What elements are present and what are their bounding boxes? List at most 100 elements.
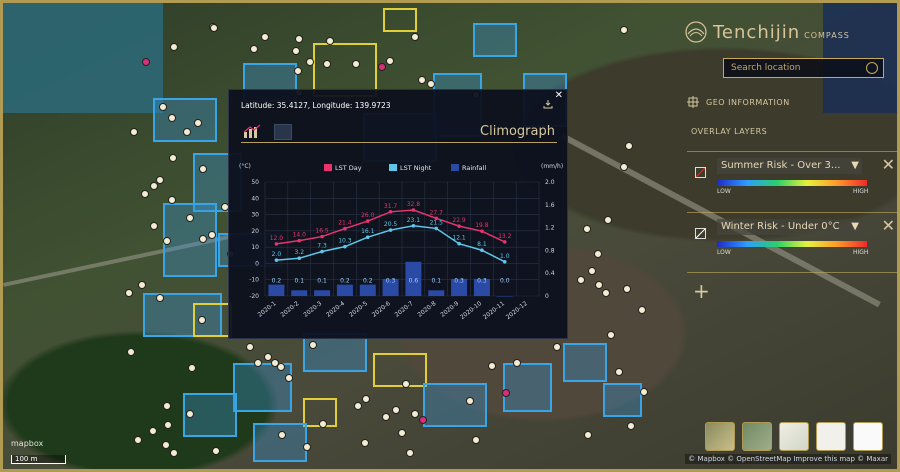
map-marker[interactable] <box>149 426 158 435</box>
map-attribution[interactable]: © Mapbox © OpenStreetMap Improve this ma… <box>685 454 891 464</box>
map-marker[interactable] <box>640 387 649 396</box>
map-marker[interactable] <box>308 341 317 350</box>
parcel-outline[interactable] <box>383 8 417 32</box>
map-marker[interactable] <box>294 34 303 43</box>
map-marker[interactable] <box>406 448 415 457</box>
remove-layer-close-icon[interactable]: ✕ <box>881 216 895 235</box>
map-marker[interactable] <box>193 119 202 128</box>
map-marker[interactable] <box>169 448 178 457</box>
map-marker[interactable] <box>601 289 610 298</box>
map-marker[interactable] <box>303 443 312 452</box>
map-marker[interactable] <box>466 396 475 405</box>
map-marker[interactable] <box>417 76 426 85</box>
map-marker[interactable] <box>427 79 436 88</box>
map-marker[interactable] <box>382 412 391 421</box>
map-marker[interactable] <box>156 175 165 184</box>
map-marker[interactable] <box>167 113 176 122</box>
map-marker[interactable] <box>410 410 419 419</box>
map-marker[interactable] <box>167 196 176 205</box>
download-icon[interactable] <box>543 99 553 109</box>
map-marker[interactable] <box>169 43 178 52</box>
map-marker[interactable] <box>576 275 585 284</box>
map-marker[interactable] <box>141 190 150 199</box>
map-marker[interactable] <box>278 431 287 439</box>
chart-icon[interactable] <box>243 124 261 138</box>
map-marker[interactable] <box>150 221 159 230</box>
map-marker[interactable] <box>124 289 133 298</box>
map-marker[interactable] <box>322 60 331 69</box>
map-marker[interactable] <box>209 24 218 33</box>
map-marker[interactable] <box>397 428 406 437</box>
map-marker[interactable] <box>199 164 208 173</box>
map-marker[interactable] <box>127 348 136 357</box>
locate-icon[interactable] <box>866 62 878 74</box>
map-marker[interactable] <box>391 406 400 414</box>
map-marker[interactable] <box>162 237 171 246</box>
map-marker[interactable] <box>614 368 623 377</box>
map-marker[interactable] <box>386 56 395 65</box>
map-marker[interactable] <box>129 128 138 137</box>
parcel-outline[interactable] <box>373 353 427 387</box>
map-marker[interactable] <box>620 26 629 34</box>
map-marker[interactable] <box>263 352 272 361</box>
map-marker[interactable] <box>361 438 370 447</box>
close-icon[interactable]: ✕ <box>554 90 563 101</box>
map-marker[interactable] <box>285 374 294 383</box>
layer-swatch[interactable] <box>695 228 706 239</box>
parcel-outline[interactable] <box>253 423 307 462</box>
map-marker[interactable] <box>488 361 497 370</box>
map-marker[interactable] <box>138 281 147 290</box>
parcel-outline[interactable] <box>423 383 487 427</box>
map-marker[interactable] <box>249 44 258 53</box>
map-style-satellite-button[interactable] <box>705 422 735 451</box>
map-marker[interactable] <box>624 141 633 150</box>
map-marker[interactable] <box>162 441 171 450</box>
map-marker[interactable] <box>188 364 197 373</box>
map-marker[interactable] <box>419 415 428 424</box>
map-marker[interactable] <box>513 359 522 368</box>
map-marker[interactable] <box>306 58 315 67</box>
table-thumbnail-icon[interactable] <box>274 124 292 140</box>
parcel-outline[interactable] <box>563 343 607 382</box>
map-marker[interactable] <box>142 58 151 67</box>
map-marker[interactable] <box>253 358 262 367</box>
map-marker[interactable] <box>183 127 192 136</box>
search-input[interactable]: Search location <box>723 58 884 78</box>
layer-item-summer[interactable]: Summer Risk - Over 3... ▼ ✕ LOW HIGH <box>687 151 897 207</box>
map-marker[interactable] <box>603 216 612 225</box>
map-marker[interactable] <box>134 435 143 444</box>
layer-item-winter[interactable]: Winter Risk - Under 0°C ▼ ✕ LOW HIGH <box>687 212 897 268</box>
map-marker[interactable] <box>260 33 269 42</box>
map-marker[interactable] <box>197 316 206 325</box>
map-marker[interactable] <box>411 33 420 42</box>
map-marker[interactable] <box>207 231 216 240</box>
map-marker[interactable] <box>582 225 591 234</box>
map-marker[interactable] <box>402 380 411 389</box>
map-style-terrain-button[interactable] <box>742 422 772 451</box>
layer-select[interactable]: Winter Risk - Under 0°C ▼ <box>717 219 862 235</box>
map-marker[interactable] <box>594 250 603 259</box>
map-marker[interactable] <box>164 421 173 430</box>
map-style-light-button[interactable] <box>816 422 846 451</box>
map-style-streets-button[interactable] <box>779 422 809 451</box>
map-marker[interactable] <box>626 421 635 430</box>
parcel-outline[interactable] <box>473 23 517 57</box>
map-marker[interactable] <box>378 63 387 72</box>
map-marker[interactable] <box>584 430 593 439</box>
map-marker[interactable] <box>587 267 596 276</box>
mapbox-logo[interactable]: mapbox <box>11 439 44 448</box>
geo-info-icon[interactable] <box>687 96 699 108</box>
remove-layer-close-icon[interactable]: ✕ <box>881 155 895 174</box>
map-marker[interactable] <box>353 402 362 411</box>
map-marker[interactable] <box>293 66 302 75</box>
map-marker[interactable] <box>155 294 164 303</box>
parcel-outline[interactable] <box>603 383 642 417</box>
geo-information-label[interactable]: GEO INFORMATION <box>706 98 790 107</box>
map-marker[interactable] <box>185 214 194 223</box>
map-style-blank-button[interactable] <box>853 422 883 451</box>
map-marker[interactable] <box>606 331 615 340</box>
map-marker[interactable] <box>325 36 334 45</box>
map-marker[interactable] <box>246 342 255 351</box>
map-marker[interactable] <box>163 401 172 410</box>
map-marker[interactable] <box>501 388 510 397</box>
